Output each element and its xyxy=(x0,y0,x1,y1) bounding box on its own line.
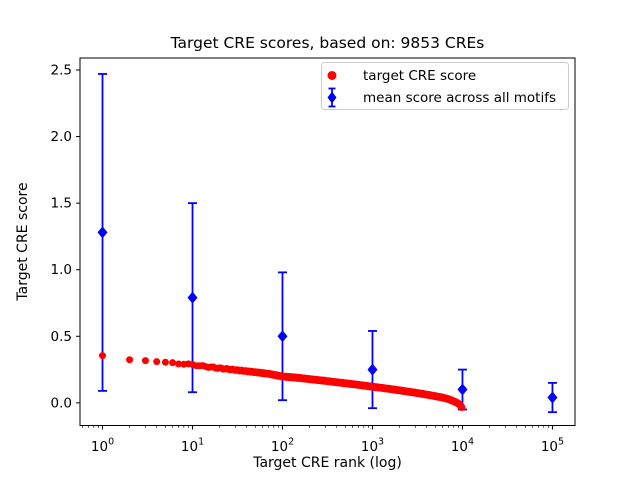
legend-label-target-cre-score: target CRE score xyxy=(363,68,476,84)
legend: target CRE score mean score across all m… xyxy=(321,62,569,110)
y-tick-label: 2.5 xyxy=(51,62,72,78)
legend-blue-diamond-errorbar-icon xyxy=(327,87,337,108)
y-axis-label: Target CRE score xyxy=(15,182,31,301)
y-tick-label: 1.0 xyxy=(51,262,72,278)
x-tick-label: 104 xyxy=(451,437,474,456)
errorbar-point xyxy=(547,381,558,414)
y-tick-label: 0.0 xyxy=(51,395,72,411)
errorbar-point xyxy=(97,73,108,392)
x-tick-label: 100 xyxy=(91,437,114,456)
target-cre-score-dots xyxy=(99,352,466,411)
x-tick-label: 101 xyxy=(181,437,204,456)
plot-border xyxy=(79,57,576,426)
mean-score-errorbars xyxy=(97,73,558,414)
y-tick-label: 0.5 xyxy=(51,329,72,345)
legend-label-mean-score: mean score across all motifs xyxy=(363,90,556,106)
legend-red-circle-icon xyxy=(327,71,337,80)
axis-ticks xyxy=(76,69,553,430)
x-axis-label: Target CRE rank (log) xyxy=(252,455,402,471)
x-tick-label: 105 xyxy=(541,437,564,456)
x-tick-label: 102 xyxy=(271,437,294,456)
errorbar-point xyxy=(277,271,288,402)
y-tick-label: 2.0 xyxy=(51,129,72,145)
errorbar-point xyxy=(187,202,198,394)
y-tick-label: 1.5 xyxy=(51,196,72,212)
legend-frame xyxy=(321,62,569,110)
x-tick-label: 103 xyxy=(361,437,384,456)
chart-title: Target CRE scores, based on: 9853 CREs xyxy=(170,34,485,52)
axis-tick-labels: 100 101 102 103 104 105 0.0 0.5 1.0 1.5 2.0 2.5 xyxy=(51,62,565,455)
errorbar-point xyxy=(367,330,378,410)
